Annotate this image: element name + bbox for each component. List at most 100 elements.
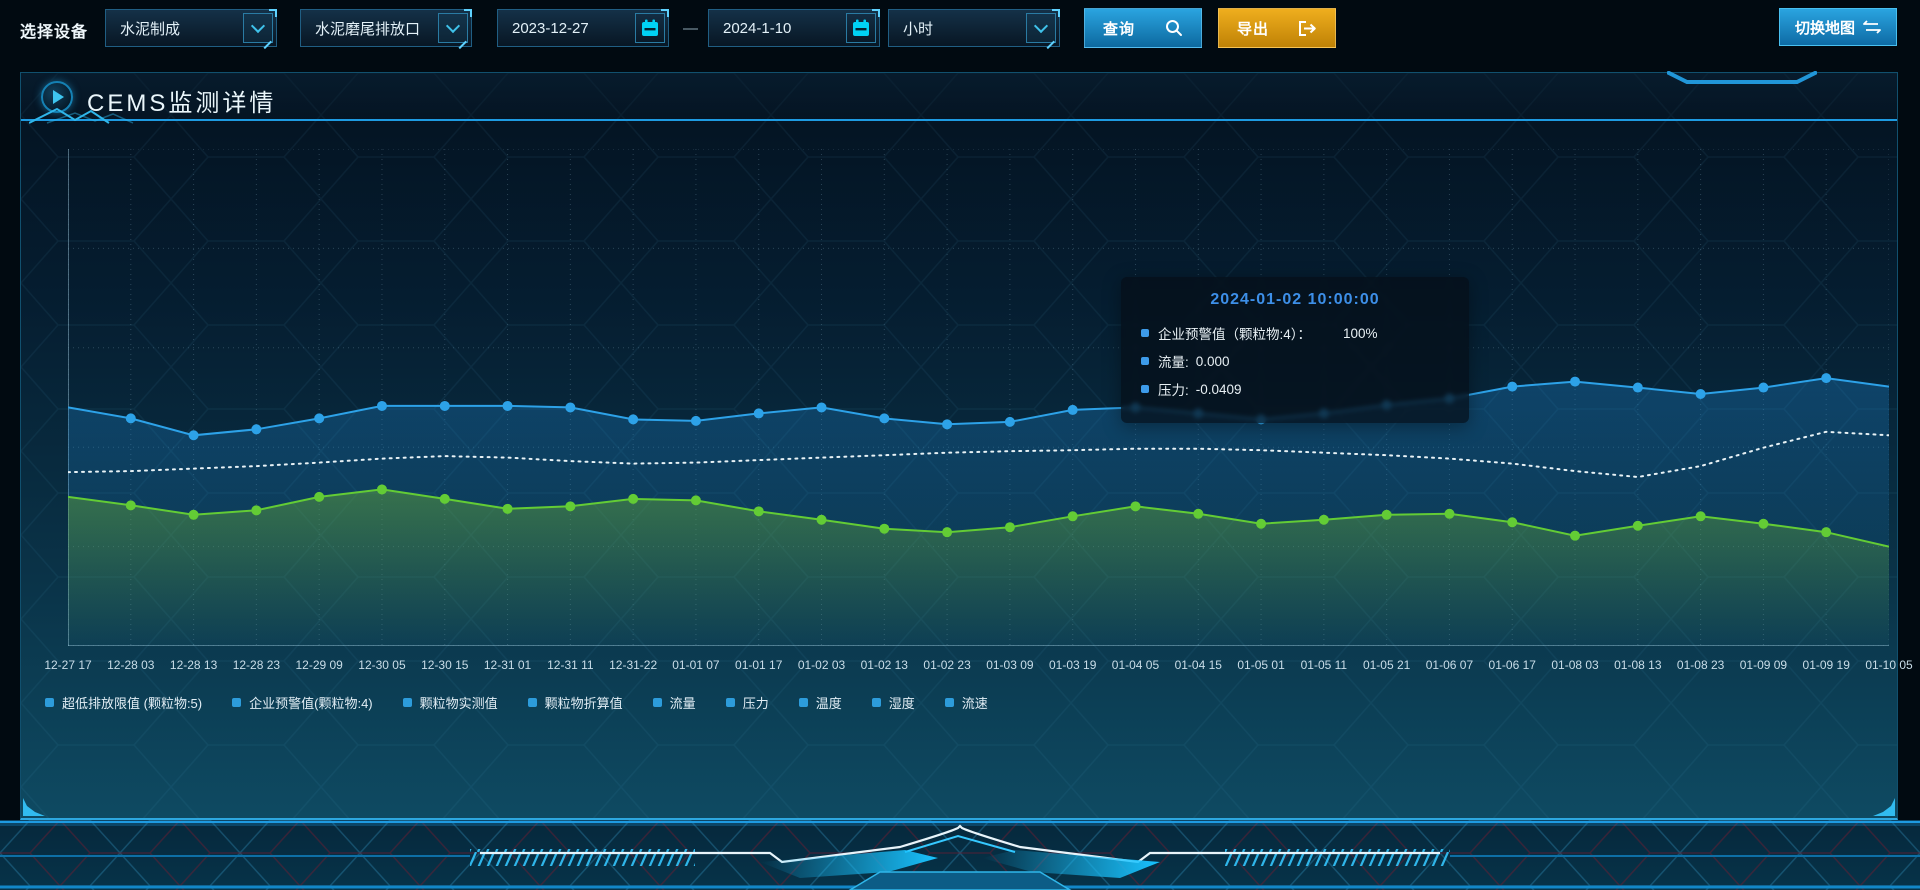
- export-button-label: 导出: [1237, 20, 1270, 38]
- legend-label: 超低排放限值 (颗粒物:5): [62, 696, 203, 711]
- tooltip-series-marker: [1141, 357, 1149, 365]
- data-point: [628, 414, 639, 425]
- x-axis-tick-label: 01-05 11: [1300, 658, 1348, 672]
- data-point: [565, 501, 576, 512]
- x-axis-tick-label: 01-08 13: [1614, 658, 1662, 672]
- data-point: [376, 400, 387, 411]
- legend-item[interactable]: 颗粒物实测值: [402, 693, 498, 712]
- outlet-select[interactable]: 水泥磨尾排放口: [300, 9, 472, 47]
- legend-label: 压力: [742, 696, 769, 711]
- x-axis-tick-label: 01-08 03: [1551, 658, 1599, 672]
- data-point: [565, 402, 576, 413]
- series-line: [68, 488, 1889, 548]
- query-button[interactable]: 查询: [1084, 8, 1202, 48]
- data-point: [1695, 511, 1706, 522]
- legend-marker-icon: [652, 698, 662, 707]
- cems-detail-panel: CEMS监测详情 12-27 17 12-28 03 12-28 13 12-28 2…: [20, 71, 1913, 820]
- data-point: [502, 400, 513, 411]
- switch-map-button[interactable]: 切换地图: [1779, 8, 1897, 46]
- x-axis-tick-label: 01-05 21: [1362, 658, 1411, 672]
- x-axis-tick-label: 12-28 03: [107, 658, 155, 672]
- footer-decoration: [0, 820, 1920, 890]
- start-date-input[interactable]: 2023-12-27: [497, 9, 669, 47]
- legend-marker-icon: [798, 698, 808, 707]
- data-point: [816, 402, 827, 413]
- data-point: [502, 503, 513, 514]
- header-notch-decoration: [1667, 71, 1817, 84]
- legend-marker-icon: [725, 698, 735, 707]
- data-point: [188, 509, 199, 520]
- legend-item[interactable]: 企业预警值(颗粒物:4): [232, 693, 373, 712]
- swap-arrows-icon: [1863, 20, 1881, 34]
- x-axis-labels: 12-27 17 12-28 03 12-28 13 12-28 23 12-29 09…: [44, 658, 1912, 676]
- legend-label: 流量: [669, 696, 696, 711]
- x-axis-tick-label: 01-06 17: [1488, 658, 1536, 672]
- legend-marker-icon: [527, 698, 537, 707]
- legend-marker-icon: [944, 698, 954, 707]
- data-point: [690, 495, 701, 506]
- end-date-input[interactable]: 2024-1-10: [708, 9, 880, 47]
- date-range-separator: —: [683, 20, 698, 37]
- data-point: [439, 400, 450, 411]
- tooltip-series-marker: [1141, 329, 1149, 337]
- data-point: [251, 505, 262, 516]
- legend-item[interactable]: 流量: [652, 693, 696, 712]
- tooltip-series-marker: [1141, 385, 1149, 393]
- legend-item[interactable]: 流速: [944, 693, 988, 712]
- data-point: [1507, 381, 1518, 392]
- data-point: [1821, 527, 1832, 538]
- chart-legend: 超低排放限值 (颗粒物:5) 企业预警值(颗粒物:4) 颗粒物实测值 颗粒物折算值 流量…: [45, 693, 988, 712]
- interval-select[interactable]: 小时: [888, 9, 1060, 47]
- x-axis-tick-label: 01-03 19: [1049, 658, 1097, 672]
- tooltip-series-value: 100%: [1343, 325, 1378, 341]
- data-point: [1004, 416, 1015, 427]
- calendar-icon[interactable]: [635, 13, 665, 43]
- data-point: [1444, 508, 1455, 519]
- device-select[interactable]: 水泥制成: [105, 9, 277, 47]
- data-point: [314, 413, 325, 424]
- legend-label: 颗粒物实测值: [419, 696, 498, 711]
- x-axis-tick-label: 01-01 07: [672, 658, 720, 672]
- x-axis-tick-label: 01-06 07: [1425, 658, 1474, 672]
- search-icon: [1166, 20, 1182, 36]
- tooltip-row: 企业预警值（颗粒物:4）： 100%: [1141, 319, 1449, 347]
- legend-item[interactable]: 超低排放限值 (颗粒物:5): [45, 693, 202, 712]
- device-select-label: 选择设备: [20, 24, 89, 41]
- x-axis-tick-label: 01-08 23: [1676, 658, 1725, 672]
- play-icon: [41, 81, 73, 113]
- query-button-label: 查询: [1103, 20, 1136, 38]
- data-point: [879, 413, 890, 424]
- legend-label: 湿度: [888, 696, 915, 711]
- chevron-down-icon[interactable]: [243, 13, 273, 43]
- data-point: [1193, 508, 1204, 519]
- end-date-value: 2024-1-10: [723, 19, 792, 37]
- data-point: [1067, 404, 1078, 415]
- zigzag-decoration: [29, 107, 134, 124]
- data-point: [942, 419, 953, 430]
- data-point: [942, 527, 953, 538]
- x-axis-tick-label: 12-31-22: [609, 658, 658, 672]
- calendar-icon[interactable]: [846, 13, 876, 43]
- x-axis-tick-label: 12-31 11: [547, 658, 594, 672]
- data-point: [1632, 520, 1643, 531]
- data-point: [1695, 389, 1706, 400]
- data-point: [376, 484, 387, 495]
- corner-accent-icon: [1873, 798, 1895, 816]
- legend-label: 企业预警值(颗粒物:4): [249, 696, 373, 711]
- x-axis-tick-label: 01-02 03: [797, 658, 846, 672]
- legend-item[interactable]: 温度: [798, 693, 842, 712]
- line-chart[interactable]: [68, 149, 1889, 646]
- export-button[interactable]: 导出: [1218, 8, 1336, 48]
- chevron-down-icon[interactable]: [1026, 13, 1056, 43]
- legend-item[interactable]: 颗粒物折算值: [527, 693, 623, 712]
- legend-marker-icon: [871, 698, 881, 707]
- x-axis-tick-label: 12-30 05: [358, 658, 406, 672]
- legend-item[interactable]: 湿度: [871, 693, 915, 712]
- chevron-down-icon[interactable]: [438, 13, 468, 43]
- legend-marker-icon: [45, 698, 54, 707]
- legend-item[interactable]: 压力: [725, 693, 769, 712]
- legend-label: 颗粒物折算值: [544, 696, 623, 711]
- x-axis-tick-label: 01-04 15: [1174, 658, 1222, 672]
- chart-tooltip: 2024-01-02 10:00:00 企业预警值（颗粒物:4）： 100% 流量:…: [1121, 277, 1469, 423]
- x-axis-tick-label: 01-02 13: [860, 658, 908, 672]
